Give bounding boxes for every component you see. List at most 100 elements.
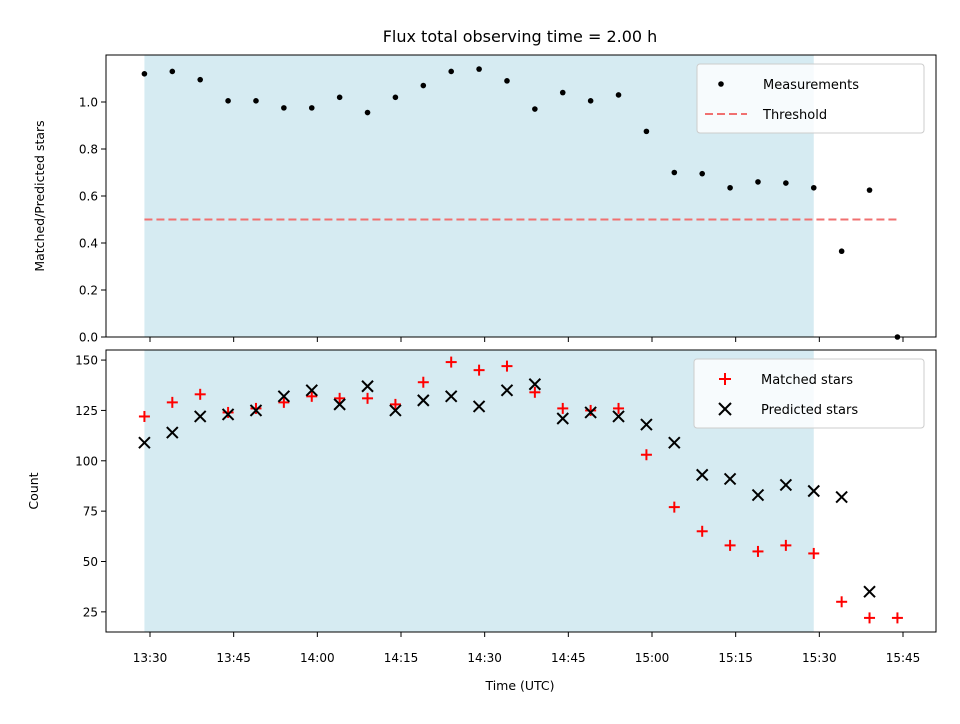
matched-star-point <box>808 547 820 559</box>
matched-star-point <box>222 406 234 418</box>
y-tick-label: 0.8 <box>79 143 98 157</box>
matched-star-point <box>278 396 290 408</box>
x-tick-label: 14:15 <box>384 651 419 665</box>
matched-star-point <box>696 525 708 537</box>
y-tick-label: 1.0 <box>79 96 98 110</box>
matched-star-point <box>640 449 652 461</box>
x-tick-label: 15:15 <box>718 651 753 665</box>
measurement-point <box>392 94 399 101</box>
measurement-point <box>197 76 203 83</box>
predicted-star-point <box>277 390 291 403</box>
matched-star-point <box>445 356 457 368</box>
predicted-star-point <box>556 412 569 425</box>
measurement-point <box>810 184 817 191</box>
measurement-point <box>699 170 705 177</box>
top-legend: Measurements Threshold <box>696 63 925 134</box>
x-tick-label: 15:30 <box>802 651 837 665</box>
matched-star-point <box>334 392 346 404</box>
matched-star-point <box>389 398 401 410</box>
top-y-axis-label: Matched/Predicted stars <box>32 120 47 271</box>
top-y-ticks: 0.0 0.2 0.4 0.6 0.8 1.0 <box>79 96 106 345</box>
top-panel: 0.0 0.2 0.4 0.6 0.8 1.0 Matched/Predicted sta… <box>32 54 937 345</box>
bottom-y-axis-label: Count <box>26 472 41 509</box>
matched-star-point <box>836 596 848 608</box>
measurement-point <box>727 184 733 191</box>
measurement-point <box>838 248 845 255</box>
chart-title: Flux total observing time = 2.00 h <box>383 27 658 46</box>
measurement-point <box>141 71 148 77</box>
measurement-point <box>420 82 427 89</box>
predicted-star-point <box>305 384 318 397</box>
bottom-legend-box <box>693 358 925 429</box>
top-x-ticks <box>149 337 904 342</box>
matched-star-point <box>864 612 876 624</box>
legend-measurements-marker <box>718 81 724 87</box>
predicted-star-point <box>640 418 653 431</box>
predicted-star-point <box>695 468 709 482</box>
measurement-point <box>643 128 650 135</box>
matched-star-point <box>557 402 569 414</box>
matched-star-point <box>891 612 903 624</box>
predicted-star-point <box>612 410 625 423</box>
x-tick-label: 13:45 <box>216 651 251 665</box>
y-tick-label: 125 <box>75 404 98 418</box>
y-tick-label: 50 <box>83 555 98 569</box>
matched-star-point <box>166 396 178 408</box>
matched-star-point <box>585 404 597 416</box>
y-tick-label: 0.0 <box>79 331 98 345</box>
y-tick-label: 0.4 <box>79 237 98 251</box>
x-tick-label: 15:00 <box>635 651 670 665</box>
predicted-star-point <box>138 436 151 449</box>
bottom-x-ticks: 13:30 13:45 14:00 14:15 14:30 14:45 15:00 15:15… <box>133 632 920 665</box>
x-tick-label: 13:30 <box>133 651 168 665</box>
predicted-star-point <box>668 436 681 449</box>
y-tick-label: 100 <box>75 454 98 468</box>
predicted-star-point <box>417 394 430 407</box>
predicted-star-point <box>863 585 876 598</box>
measurement-point <box>448 68 455 75</box>
measurement-point <box>476 66 482 72</box>
matched-star-point <box>362 392 374 404</box>
y-tick-label: 0.6 <box>79 190 98 204</box>
legend-matched-marker <box>719 373 731 385</box>
predicted-star-point <box>779 478 793 492</box>
predicted-star-point <box>444 390 458 403</box>
measurement-point <box>866 187 873 193</box>
measurement-point <box>225 98 231 104</box>
matched-star-point <box>780 539 792 551</box>
bottom-axes-frame <box>105 349 937 633</box>
predicted-star-point <box>807 484 820 498</box>
matched-star-point <box>613 402 625 414</box>
predicted-star-point <box>389 404 402 417</box>
predicted-star-point <box>472 400 486 413</box>
legend-predicted-label: Predicted stars <box>761 403 858 418</box>
measurement-point <box>615 92 622 98</box>
legend-matched-label: Matched stars <box>761 373 853 388</box>
matched-stars-points <box>138 356 903 624</box>
predicted-star-point <box>723 472 737 486</box>
measurement-point <box>308 105 315 111</box>
predicted-star-point <box>751 488 765 502</box>
measurement-point <box>364 109 371 116</box>
predicted-star-point <box>500 384 514 397</box>
predicted-star-point <box>249 404 263 417</box>
predicted-star-point <box>221 408 235 421</box>
matched-star-point <box>138 410 150 422</box>
y-tick-label: 150 <box>75 354 98 368</box>
y-tick-label: 75 <box>83 505 98 519</box>
x-axis-label: Time (UTC) <box>484 678 554 693</box>
predicted-star-point <box>166 426 179 439</box>
legend-threshold-label: Threshold <box>762 108 827 123</box>
matched-star-point <box>250 402 262 414</box>
measurement-point <box>559 89 566 96</box>
matched-star-point <box>724 539 736 551</box>
matched-star-point <box>668 501 680 513</box>
measurement-point <box>671 169 678 176</box>
predicted-star-point <box>528 378 542 391</box>
predicted-star-point <box>584 406 597 419</box>
bottom-panel: 25 50 75 100 125 150 13:30 13:45 14:00 14:15 14:3… <box>26 349 937 693</box>
legend-measurements-label: Measurements <box>763 78 859 93</box>
measurement-point <box>336 94 343 101</box>
x-tick-label: 14:30 <box>467 651 502 665</box>
